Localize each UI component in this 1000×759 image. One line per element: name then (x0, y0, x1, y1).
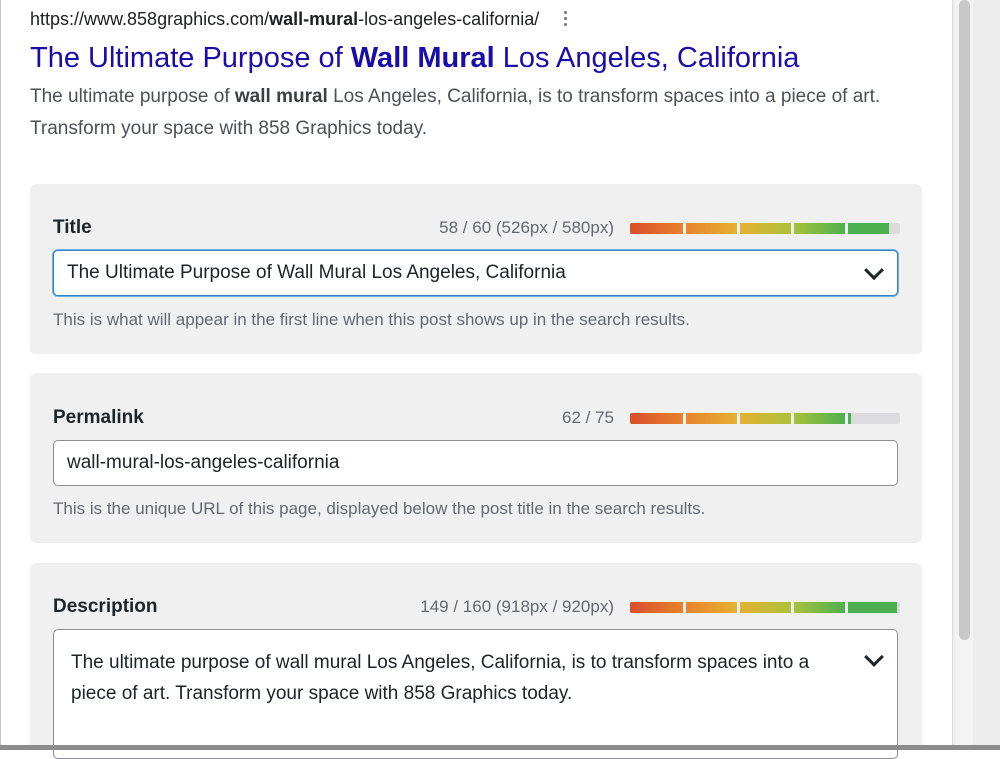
meter-divider (736, 222, 740, 234)
chevron-down-icon[interactable] (864, 647, 884, 667)
permalink-card: Permalink 62 / 75 wall-mural-los-angeles… (30, 373, 922, 543)
serp-desc-prefix: The ultimate purpose of (30, 86, 235, 107)
serp-title-keyword: Wall Mural (350, 42, 495, 74)
description-textarea[interactable]: The ultimate purpose of wall mural Los A… (53, 629, 898, 759)
title-card-header: Title 58 / 60 (526px / 580px) (53, 217, 900, 239)
meter-divider (790, 601, 794, 613)
serp-url-suffix: -los-angeles-california/ (358, 8, 540, 29)
serp-url-row: https://www.858graphics.com/wall-mural-l… (30, 6, 930, 32)
meter-segment (738, 222, 792, 234)
description-length-meter (630, 601, 900, 613)
chevron-down-icon[interactable] (864, 260, 884, 281)
meter-divider (844, 222, 848, 234)
meter-segment (738, 412, 792, 424)
meter-divider (790, 222, 794, 234)
permalink-input-value: wall-mural-los-angeles-california (67, 452, 340, 473)
description-counter: 149 / 160 (918px / 920px) (420, 597, 614, 616)
meter-segment (846, 222, 890, 234)
meter-divider (790, 412, 794, 424)
title-input[interactable]: The Ultimate Purpose of Wall Mural Los A… (53, 250, 898, 296)
permalink-meter-group: 62 / 75 (562, 408, 900, 428)
permalink-card-header: Permalink 62 / 75 (53, 407, 900, 429)
permalink-counter: 62 / 75 (562, 408, 614, 427)
permalink-label: Permalink (53, 407, 144, 428)
serp-desc-suffix: Los Angeles, California, is to transform… (30, 86, 881, 139)
meter-segment (684, 412, 738, 424)
meter-divider (682, 412, 686, 424)
description-card: Description 149 / 160 (918px / 920px) Th… (30, 563, 922, 759)
meter-divider (736, 412, 740, 424)
permalink-length-meter (630, 412, 900, 424)
meter-divider (682, 601, 686, 613)
serp-url-keyword: wall-mural (269, 8, 359, 29)
meter-divider (682, 222, 686, 234)
serp-description: The ultimate purpose of wall mural Los A… (30, 81, 930, 145)
meter-segment (846, 601, 898, 613)
serp-title[interactable]: The Ultimate Purpose of Wall Mural Los A… (30, 39, 930, 77)
meter-divider (736, 601, 740, 613)
meter-segment (630, 222, 684, 234)
description-textarea-value: The ultimate purpose of wall mural Los A… (71, 652, 810, 704)
meter-segment (630, 412, 684, 424)
meter-fill (630, 601, 898, 613)
description-label: Description (53, 596, 158, 617)
search-preview: https://www.858graphics.com/wall-mural-l… (30, 6, 930, 145)
description-meter-group: 149 / 160 (918px / 920px) (420, 597, 900, 617)
description-card-header: Description 149 / 160 (918px / 920px) (53, 596, 900, 618)
meter-segment (792, 222, 846, 234)
serp-title-prefix: The Ultimate Purpose of (30, 42, 351, 74)
meter-divider (844, 601, 848, 613)
title-card: Title 58 / 60 (526px / 580px) The Ultima… (30, 184, 922, 354)
meter-segment (684, 222, 738, 234)
serp-desc-keyword: wall mural (234, 86, 328, 107)
permalink-help-text: This is the unique URL of this page, dis… (53, 499, 706, 518)
title-meter-group: 58 / 60 (526px / 580px) (439, 218, 900, 238)
title-help-text: This is what will appear in the first li… (53, 310, 690, 329)
serp-url-prefix: https://www.858graphics.com/ (30, 8, 270, 29)
serp-url[interactable]: https://www.858graphics.com/wall-mural-l… (30, 9, 539, 30)
meter-divider (844, 412, 848, 424)
meter-segment (630, 601, 684, 613)
meter-fill (630, 412, 852, 424)
title-length-meter (630, 222, 900, 234)
meter-segment (792, 601, 846, 613)
meter-segment (738, 601, 792, 613)
title-input-value: The Ultimate Purpose of Wall Mural Los A… (67, 262, 566, 283)
title-label: Title (53, 217, 92, 238)
meter-segment (846, 412, 852, 424)
window-bottom-edge (0, 745, 1000, 750)
meter-segment (792, 412, 846, 424)
permalink-input[interactable]: wall-mural-los-angeles-california (53, 440, 898, 486)
meter-fill (630, 222, 890, 234)
title-counter: 58 / 60 (526px / 580px) (439, 218, 614, 237)
meter-segment (684, 601, 738, 613)
more-vert-icon[interactable] (559, 9, 571, 29)
serp-title-suffix: Los Angeles, California (494, 42, 800, 74)
left-edge (0, 0, 1, 750)
scrollbar-thumb[interactable] (959, 0, 970, 640)
